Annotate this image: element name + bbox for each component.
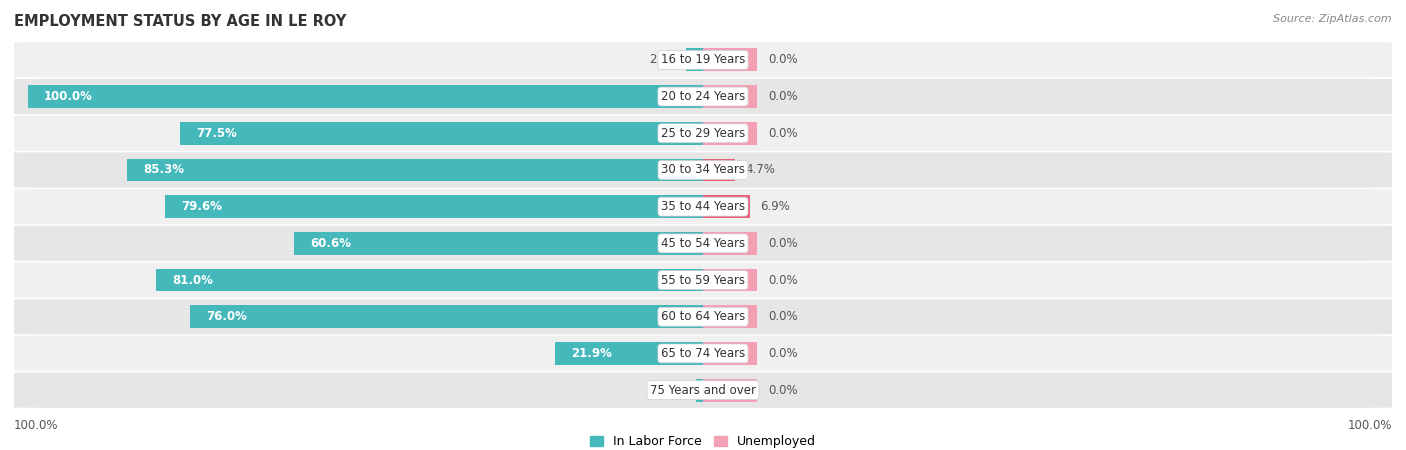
Text: 25 to 29 Years: 25 to 29 Years [661, 127, 745, 140]
FancyBboxPatch shape [0, 42, 1406, 77]
Text: 0.0%: 0.0% [768, 90, 797, 103]
Bar [703, 158, 735, 181]
Text: 1.1%: 1.1% [659, 384, 689, 396]
Text: 75 Years and over: 75 Years and over [650, 384, 756, 396]
Bar [166, 195, 703, 218]
FancyBboxPatch shape [0, 336, 1406, 371]
Text: 0.0%: 0.0% [768, 127, 797, 140]
Bar [703, 49, 756, 71]
Text: 20 to 24 Years: 20 to 24 Years [661, 90, 745, 103]
Bar [127, 158, 703, 181]
Text: 0.0%: 0.0% [768, 237, 797, 250]
Text: 77.5%: 77.5% [195, 127, 236, 140]
Text: 85.3%: 85.3% [143, 163, 184, 176]
FancyBboxPatch shape [0, 299, 1406, 334]
Text: 100.0%: 100.0% [1347, 419, 1392, 432]
Text: 81.0%: 81.0% [172, 274, 212, 287]
FancyBboxPatch shape [0, 79, 1406, 114]
Bar [703, 342, 756, 365]
Bar [28, 85, 703, 108]
Bar [703, 85, 756, 108]
Text: 4.7%: 4.7% [745, 163, 776, 176]
Bar [190, 306, 703, 328]
Text: 45 to 54 Years: 45 to 54 Years [661, 237, 745, 250]
Text: 35 to 44 Years: 35 to 44 Years [661, 200, 745, 213]
FancyBboxPatch shape [0, 373, 1406, 408]
Bar [294, 232, 703, 255]
Bar [703, 232, 756, 255]
Text: 2.5%: 2.5% [650, 54, 679, 66]
Text: 0.0%: 0.0% [768, 54, 797, 66]
Text: 65 to 74 Years: 65 to 74 Years [661, 347, 745, 360]
Text: 6.9%: 6.9% [761, 200, 790, 213]
Bar [703, 195, 749, 218]
Bar [703, 306, 756, 328]
Text: 100.0%: 100.0% [14, 419, 59, 432]
Text: 16 to 19 Years: 16 to 19 Years [661, 54, 745, 66]
Text: Source: ZipAtlas.com: Source: ZipAtlas.com [1274, 14, 1392, 23]
Text: 21.9%: 21.9% [571, 347, 612, 360]
Legend: In Labor Force, Unemployed: In Labor Force, Unemployed [585, 430, 821, 450]
FancyBboxPatch shape [0, 189, 1406, 224]
Text: 60.6%: 60.6% [309, 237, 352, 250]
Text: 30 to 34 Years: 30 to 34 Years [661, 163, 745, 176]
Bar [156, 269, 703, 292]
Text: 0.0%: 0.0% [768, 274, 797, 287]
Text: 0.0%: 0.0% [768, 347, 797, 360]
Text: 79.6%: 79.6% [181, 200, 222, 213]
Text: 0.0%: 0.0% [768, 384, 797, 396]
Bar [703, 379, 756, 401]
Bar [555, 342, 703, 365]
Bar [696, 379, 703, 401]
FancyBboxPatch shape [0, 262, 1406, 297]
Bar [686, 49, 703, 71]
FancyBboxPatch shape [0, 153, 1406, 188]
Text: 76.0%: 76.0% [205, 310, 247, 323]
Text: 55 to 59 Years: 55 to 59 Years [661, 274, 745, 287]
Bar [703, 122, 756, 144]
Bar [180, 122, 703, 144]
Text: 0.0%: 0.0% [768, 310, 797, 323]
Text: 60 to 64 Years: 60 to 64 Years [661, 310, 745, 323]
Text: 100.0%: 100.0% [44, 90, 93, 103]
FancyBboxPatch shape [0, 226, 1406, 261]
Bar [703, 269, 756, 292]
FancyBboxPatch shape [0, 116, 1406, 151]
Text: EMPLOYMENT STATUS BY AGE IN LE ROY: EMPLOYMENT STATUS BY AGE IN LE ROY [14, 14, 346, 28]
